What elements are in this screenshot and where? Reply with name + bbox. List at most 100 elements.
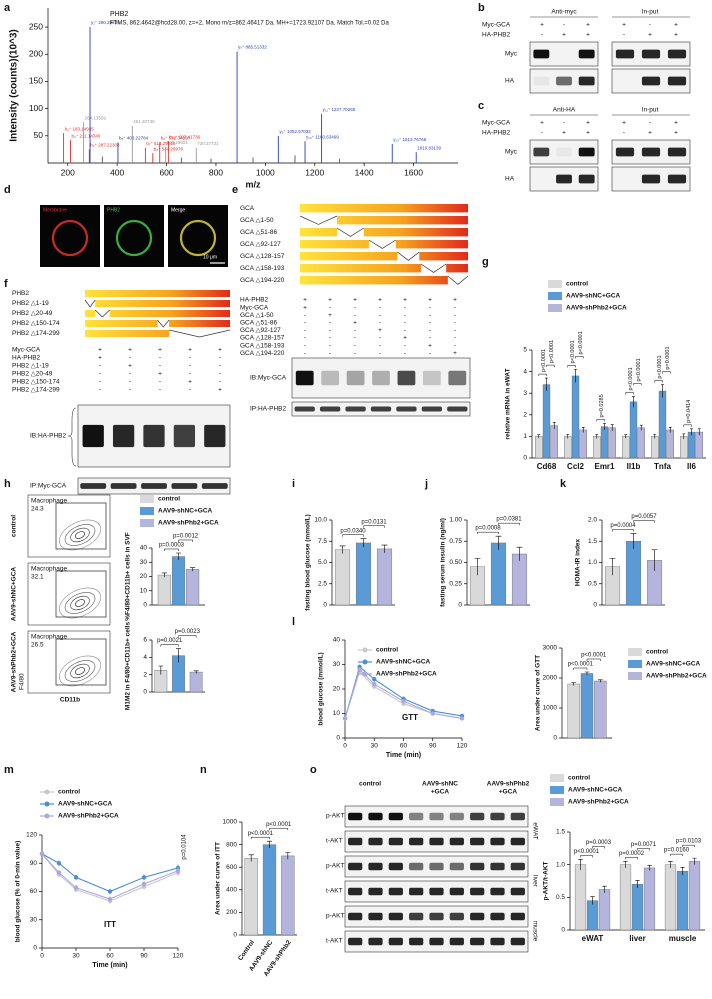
sign: + <box>378 327 382 334</box>
y-tick-label: 2 <box>523 412 527 419</box>
series-marker <box>141 875 147 880</box>
error-bar <box>381 544 388 553</box>
bar <box>535 436 543 459</box>
legend-label: AAV9-shPhb2+GCA <box>646 673 707 680</box>
bar <box>666 429 674 459</box>
blot-band <box>110 483 137 489</box>
series-line <box>41 853 179 902</box>
band-label: Myc <box>505 149 518 156</box>
panel-letter: a <box>4 2 11 14</box>
deletion-mark <box>84 299 96 308</box>
group-label: +GCA <box>431 789 450 796</box>
y-tick-label: 2 <box>143 671 147 678</box>
flow-contour <box>70 663 90 679</box>
y-tick-label: 200 <box>29 48 43 58</box>
legend-swatch <box>140 507 154 515</box>
sign: + <box>303 297 307 304</box>
band-label: Myc <box>505 51 518 58</box>
blot-band <box>533 147 550 157</box>
bar <box>658 390 667 459</box>
comparison-bracket <box>250 836 270 840</box>
x-tick-label: 30 <box>72 953 80 960</box>
blot-band <box>667 76 687 86</box>
sign: + <box>540 22 544 29</box>
construct-bar <box>300 204 468 213</box>
blot-band <box>368 837 383 846</box>
x-tick-label: eWAT <box>582 934 604 943</box>
error-bar <box>285 852 291 860</box>
comparison-label: p=0.0071 <box>631 842 657 848</box>
comparison-bracket <box>573 667 588 670</box>
error-bar <box>639 424 643 431</box>
group-label: control <box>11 515 18 537</box>
blot-band <box>470 937 485 946</box>
error-bar <box>516 546 523 561</box>
blot-band <box>368 862 383 871</box>
y-tick-label: 0 <box>336 735 340 742</box>
row-label: GCA △92-127 <box>240 327 281 334</box>
sign: + <box>188 379 192 386</box>
x-axis-label: Time (min) <box>92 962 127 969</box>
micrograph <box>168 205 228 267</box>
chart-subtitle: FTMS, 862.4642@hcd28.00, z=+2, Mono m/z=… <box>110 21 389 27</box>
scale-label: 10 μm <box>203 254 217 260</box>
bar <box>571 375 580 459</box>
comparison-bracket <box>164 548 179 551</box>
micrograph <box>104 205 164 267</box>
blot-band <box>143 424 165 448</box>
blot-band <box>368 887 383 896</box>
blot-band <box>429 887 444 896</box>
peak-label: y₉⁺ 1052.57032 <box>279 129 311 134</box>
error-bar <box>668 427 672 433</box>
legend-label: AAV9-shNC+GCA <box>158 508 213 515</box>
peak-label: y₁₀⁺ 1160.63469 <box>306 134 339 139</box>
sign: - <box>329 335 331 342</box>
blot-band <box>409 837 424 846</box>
blot-band <box>171 483 198 489</box>
sign: + <box>648 130 652 137</box>
blot-label: IB:HA-PHB2 <box>30 433 67 440</box>
construct-bar <box>419 252 468 261</box>
sign: - <box>329 304 331 311</box>
comparison-bracket <box>269 827 289 831</box>
bar <box>579 429 587 459</box>
y-axis-label: Area under curve of GTT <box>535 655 542 731</box>
y-tick-label: 30 <box>140 559 148 566</box>
blot-band <box>470 812 485 821</box>
sign: - <box>454 304 456 311</box>
sign: - <box>99 387 101 394</box>
row-label: HA-PHB2 <box>12 355 41 362</box>
comparison-label: p<0.0001 <box>578 331 584 354</box>
sign: - <box>129 379 131 386</box>
blot-band <box>141 483 167 489</box>
row-label: PHB2 △1-19 <box>12 363 49 370</box>
x-tick-label: 1400 <box>355 167 374 177</box>
sign: - <box>159 355 161 362</box>
x-tick-label: Il6 <box>687 462 696 471</box>
sign: - <box>354 335 356 342</box>
sign: + <box>648 32 652 39</box>
blot-band <box>556 76 572 86</box>
legend-label: AAV9-shPhb2+GCA <box>568 799 629 806</box>
comparison-label: p<0.0001 <box>570 340 576 363</box>
blot-band <box>641 174 661 184</box>
construct-label: GCA <box>240 205 255 212</box>
sign: - <box>454 342 456 349</box>
legend-label: AAV9-shPhb2+GCA <box>158 520 219 527</box>
row-label: t-AKT <box>326 838 343 845</box>
legend-label: AAV9-shNC+GCA <box>646 661 701 668</box>
blot-band <box>201 483 228 489</box>
legend-label: AAV9-shNC+GCA <box>566 293 621 300</box>
blot-band <box>510 937 525 946</box>
sign: + <box>128 363 132 370</box>
y-tick-label: 10 <box>333 710 341 717</box>
comparison-label: p<0.0001 <box>657 355 663 378</box>
sign: - <box>649 22 651 29</box>
peak-label: y₁⁺ 290.20239 <box>91 20 120 25</box>
comparison-bracket <box>477 531 499 535</box>
x-tick-label: 1600 <box>404 167 423 177</box>
peak-label: 264.13559 <box>85 115 107 120</box>
flow-contour <box>59 587 101 619</box>
comparison-label: p=0.0414 <box>686 400 692 423</box>
row-label: Myc-GCA <box>482 120 511 127</box>
